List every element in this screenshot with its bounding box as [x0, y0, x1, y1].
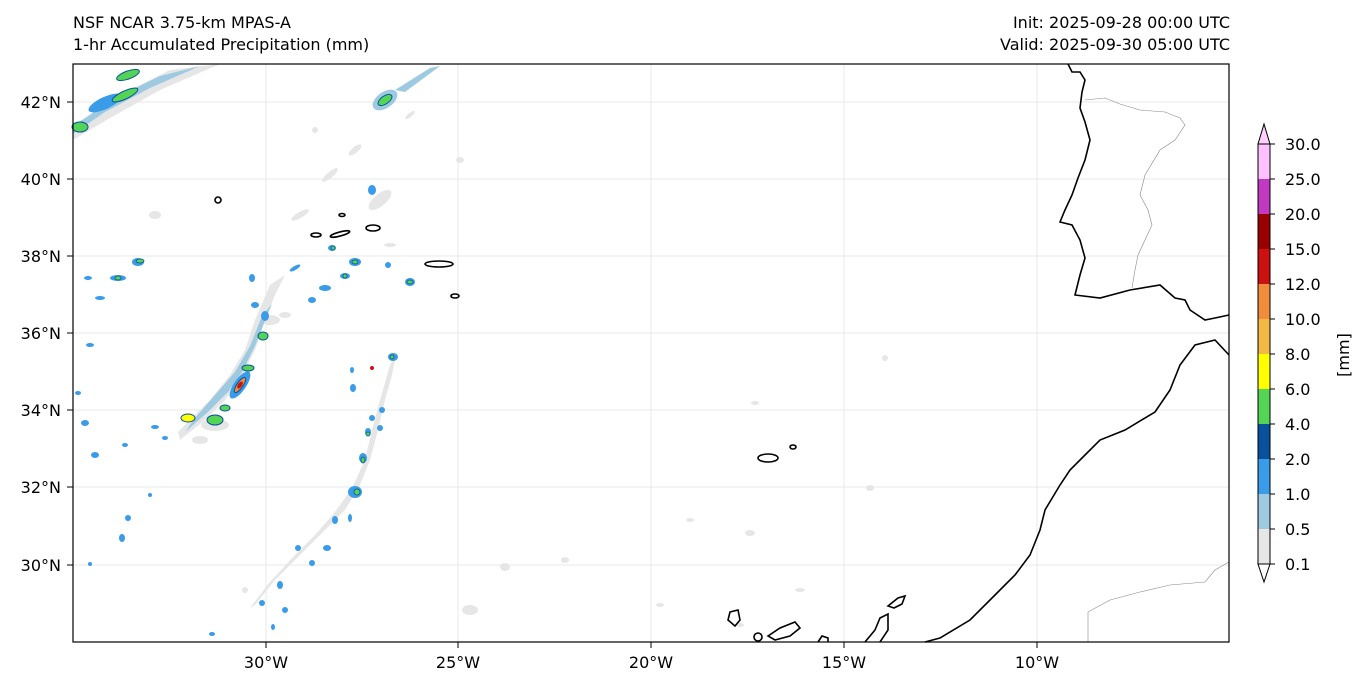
colorbar-level-label: 6.0: [1285, 380, 1310, 399]
colorbar-segment: [1258, 284, 1270, 319]
island-azores: [365, 224, 381, 232]
precip-cell: [206, 414, 224, 426]
lon-tick-25w: 25°W: [436, 653, 480, 672]
island-gran-canaria: [817, 635, 829, 643]
colorbar-level-label: 1.0: [1285, 485, 1310, 504]
precipitation-field: [71, 64, 888, 636]
island-azores: [338, 212, 346, 218]
precip-streak: [395, 66, 440, 92]
colorbar-level-label: 0.5: [1285, 520, 1310, 539]
precip-core: [237, 381, 243, 389]
colorbar-level-label: 25.0: [1285, 170, 1321, 189]
colorbar-segment: [1258, 459, 1270, 494]
island-tenerife: [766, 621, 802, 641]
axis-ticks: [67, 101, 1038, 648]
central-line-cores: [353, 354, 395, 496]
colorbar-segment: [1258, 214, 1270, 249]
scattered-cells-west: [75, 185, 415, 566]
precip-cell: [71, 121, 89, 133]
valid-time: Valid: 2025-09-30 05:00 UTC: [999, 35, 1230, 54]
central-line-cells: [209, 353, 398, 636]
colorbar-level-label: 0.1: [1285, 555, 1310, 574]
colorbar-segment: [1258, 389, 1270, 424]
lat-tick-30n: 30°N: [21, 556, 61, 575]
colorbar-segment: [1258, 319, 1270, 354]
model-title: NSF NCAR 3.75-km MPAS-A: [73, 13, 291, 32]
lat-tick-40n: 40°N: [21, 170, 61, 189]
lat-tick-38n: 38°N: [21, 247, 61, 266]
colorbar-level-label: 8.0: [1285, 345, 1310, 364]
island-porto-santo: [789, 444, 797, 450]
colorbar-level-label: 12.0: [1285, 275, 1321, 294]
lon-tick-15w: 15°W: [822, 653, 866, 672]
colorbar-segment: [1258, 424, 1270, 459]
precip-line-west: [178, 275, 285, 440]
precip-cell: [111, 87, 139, 103]
island-azores: [329, 229, 351, 239]
precip-cell: [377, 93, 393, 107]
island-santa-maria: [450, 293, 460, 299]
lat-tick-34n: 34°N: [21, 401, 61, 420]
island-fuerteventura: [864, 612, 889, 643]
island-la-gomera: [753, 632, 763, 642]
lat-tick-32n: 32°N: [21, 478, 61, 497]
colorbar-segment: [1258, 249, 1270, 284]
precip-cell: [241, 364, 255, 372]
colorbar-level-label: 4.0: [1285, 415, 1310, 434]
colorbar-level-label: 20.0: [1285, 205, 1321, 224]
island-sao-miguel: [424, 260, 454, 268]
island-madeira: [757, 453, 779, 463]
colorbar-level-label: 15.0: [1285, 240, 1321, 259]
border-portugal-spain: [1084, 97, 1186, 289]
header-left: NSF NCAR 3.75-km MPAS-A 1-hr Accumulated…: [73, 12, 369, 56]
precip-cell: [219, 404, 231, 412]
lon-tick-30w: 30°W: [244, 653, 288, 672]
precip-cell: [116, 68, 140, 82]
lon-tick-10w: 10°W: [1015, 653, 1059, 672]
island-la-palma: [727, 609, 741, 628]
colorbar-level-label: 2.0: [1285, 450, 1310, 469]
init-time: Init: 2025-09-28 00:00 UTC: [1012, 13, 1230, 32]
colorbar-level-label: 30.0: [1285, 135, 1321, 154]
colorbar-extend-min: [1257, 563, 1271, 584]
colorbar-level-label: 10.0: [1285, 310, 1321, 329]
scattered-cells-green: [114, 245, 414, 285]
colorbar-segment: [1258, 494, 1270, 529]
borders: [1084, 97, 1230, 642]
lon-tick-20w: 20°W: [629, 653, 673, 672]
coastlines: [214, 63, 1230, 643]
precip-core: [370, 366, 374, 370]
colorbar-segment: [1258, 179, 1270, 214]
island-flores: [214, 196, 222, 204]
coast-iberia: [1058, 63, 1230, 321]
precip-cell: [180, 413, 196, 423]
precip-cell: [257, 331, 269, 341]
lat-tick-36n: 36°N: [21, 324, 61, 343]
gridlines: [73, 64, 1229, 642]
colorbar-segment: [1258, 354, 1270, 389]
colorbar-segment: [1258, 529, 1270, 564]
colorbar-segment: [1258, 144, 1270, 179]
colorbar: 0.1 0.5 1.0 2.0 4.0 6.0 8.0 10.0 12.0 15.0 20.0 25.…: [1257, 122, 1321, 584]
field-title: 1-hr Accumulated Precipitation (mm): [73, 35, 370, 54]
lat-tick-42n: 42°N: [21, 93, 61, 112]
precip-cell: [261, 311, 269, 321]
header-right: Init: 2025-09-28 00:00 UTC Valid: 2025-0…: [1000, 12, 1230, 56]
border-morocco-algeria: [1087, 561, 1230, 642]
island-lanzarote: [886, 594, 907, 609]
colorbar-extend-max: [1257, 122, 1271, 145]
coast-morocco: [924, 339, 1230, 643]
island-azores: [310, 232, 322, 238]
colorbar-unit-label: [mm]: [1334, 333, 1353, 377]
